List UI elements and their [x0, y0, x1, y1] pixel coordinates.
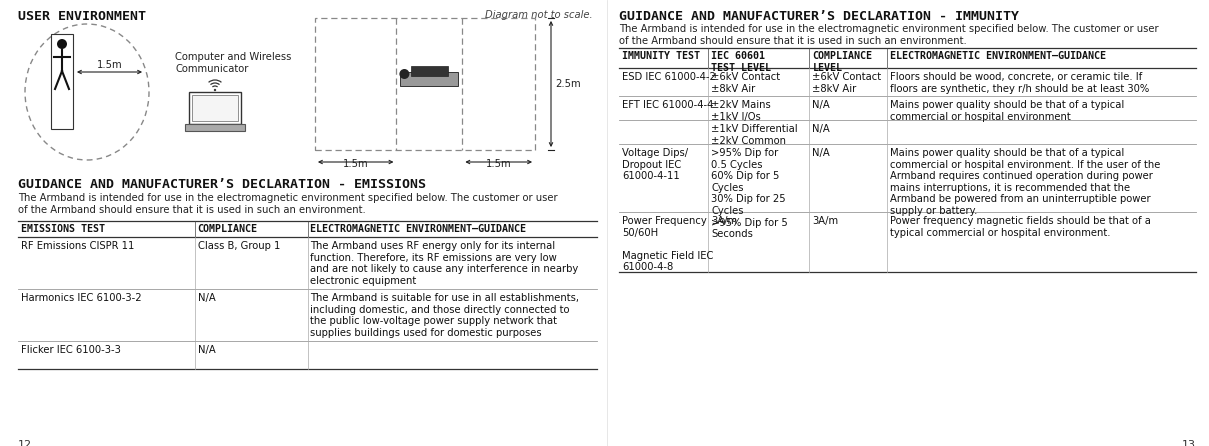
Text: N/A: N/A	[812, 100, 831, 110]
Text: EMISSIONS TEST: EMISSIONS TEST	[21, 224, 105, 234]
Text: The Armband is suitable for use in all establishments,
including domestic, and t: The Armband is suitable for use in all e…	[311, 293, 579, 338]
Text: Flicker IEC 6100-3-3: Flicker IEC 6100-3-3	[21, 345, 121, 355]
Text: ±2kV Mains
±1kV I/Os: ±2kV Mains ±1kV I/Os	[711, 100, 771, 122]
Text: 1.5m: 1.5m	[486, 159, 511, 169]
Text: ±6kV Contact
±8kV Air: ±6kV Contact ±8kV Air	[711, 72, 781, 94]
Text: 3A/m: 3A/m	[711, 216, 737, 226]
Text: IMMUNITY TEST: IMMUNITY TEST	[621, 51, 700, 61]
Text: Power frequency magnetic fields should be that of a
typical commercial or hospit: Power frequency magnetic fields should b…	[890, 216, 1151, 238]
Circle shape	[57, 39, 66, 49]
Text: EFT IEC 61000-4-4: EFT IEC 61000-4-4	[621, 100, 713, 110]
Text: N/A: N/A	[812, 148, 831, 158]
Text: 13: 13	[1182, 440, 1196, 446]
Text: 1.5m: 1.5m	[97, 60, 122, 70]
Text: Diagram not to scale.: Diagram not to scale.	[485, 10, 592, 20]
Bar	[192, 95, 238, 121]
Text: Class B, Group 1: Class B, Group 1	[197, 241, 280, 251]
Circle shape	[399, 69, 410, 79]
Text: Mains power quality should be that of a typical
commercial or hospital environme: Mains power quality should be that of a …	[890, 148, 1161, 216]
Text: N/A: N/A	[197, 293, 215, 303]
Text: N/A: N/A	[197, 345, 215, 355]
Bar	[185, 124, 245, 131]
Text: The Armband is intended for use in the electromagnetic environment specified bel: The Armband is intended for use in the e…	[18, 193, 557, 215]
Text: N/A: N/A	[812, 124, 831, 134]
Bar	[189, 92, 241, 124]
Text: Voltage Dips/
Dropout IEC
61000-4-11: Voltage Dips/ Dropout IEC 61000-4-11	[621, 148, 688, 181]
Text: GUIDANCE AND MANUFACTURER’S DECLARATION - IMMUNITY: GUIDANCE AND MANUFACTURER’S DECLARATION …	[619, 10, 1019, 23]
Text: ESD IEC 61000-4-2: ESD IEC 61000-4-2	[621, 72, 716, 82]
Circle shape	[214, 89, 216, 91]
Text: RF Emissions CISPR 11: RF Emissions CISPR 11	[21, 241, 134, 251]
Text: >95% Dip for
0.5 Cycles
60% Dip for 5
Cycles
30% Dip for 25
Cycles
>95% Dip for : >95% Dip for 0.5 Cycles 60% Dip for 5 Cy…	[711, 148, 788, 239]
Text: ±6kV Contact
±8kV Air: ±6kV Contact ±8kV Air	[812, 72, 881, 94]
Text: ELECTROMAGNETIC ENVIRONMENT–GUIDANCE: ELECTROMAGNETIC ENVIRONMENT–GUIDANCE	[890, 51, 1106, 61]
Text: COMPLIANCE: COMPLIANCE	[197, 224, 258, 234]
Text: GUIDANCE AND MANUFACTURER’S DECLARATION - EMISSIONS: GUIDANCE AND MANUFACTURER’S DECLARATION …	[18, 178, 426, 191]
Text: Harmonics IEC 6100-3-2: Harmonics IEC 6100-3-2	[21, 293, 141, 303]
Text: IEC 60601
TEST LEVEL: IEC 60601 TEST LEVEL	[711, 51, 771, 73]
Text: 1.5m: 1.5m	[343, 159, 369, 169]
Text: USER ENVIRONMENT: USER ENVIRONMENT	[18, 10, 146, 23]
Text: COMPLIANCE
LEVEL: COMPLIANCE LEVEL	[812, 51, 873, 73]
Text: ±1kV Differential
±2kV Common: ±1kV Differential ±2kV Common	[711, 124, 798, 145]
Text: ELECTROMAGNETIC ENVIRONMENT–GUIDANCE: ELECTROMAGNETIC ENVIRONMENT–GUIDANCE	[311, 224, 526, 234]
Bar	[400, 72, 458, 86]
Text: 2.5m: 2.5m	[555, 79, 580, 89]
Text: Floors should be wood, concrete, or ceramic tile. If
floors are synthetic, they : Floors should be wood, concrete, or cera…	[890, 72, 1150, 94]
Text: Power Frequency
50/60H

Magnetic Field IEC
61000-4-8: Power Frequency 50/60H Magnetic Field IE…	[621, 216, 713, 273]
Bar	[51, 34, 73, 129]
Text: The Armband uses RF energy only for its internal
function. Therefore, its RF emi: The Armband uses RF energy only for its …	[311, 241, 579, 286]
Text: 12: 12	[18, 440, 33, 446]
Text: Mains power quality should be that of a typical
commercial or hospital environme: Mains power quality should be that of a …	[890, 100, 1124, 122]
Bar	[411, 66, 449, 76]
Text: 3A/m: 3A/m	[812, 216, 839, 226]
Text: Computer and Wireless
Communicator: Computer and Wireless Communicator	[175, 52, 291, 74]
Bar	[316, 18, 536, 150]
Text: The Armband is intended for use in the electromagnetic environment specified bel: The Armband is intended for use in the e…	[619, 24, 1158, 45]
